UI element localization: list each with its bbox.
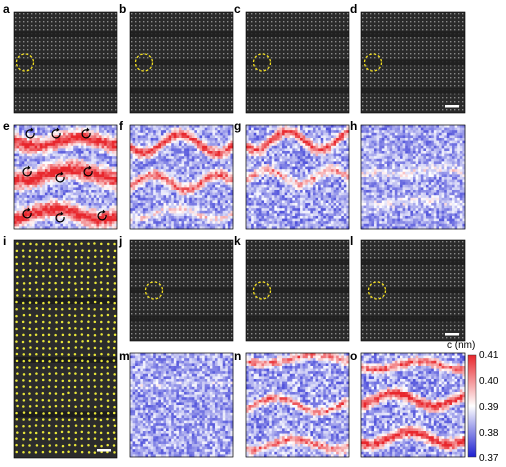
colorbar-tick-label: 0.37 xyxy=(479,453,499,464)
panel-letter-b: b xyxy=(119,2,126,16)
lattice-map-panel-n xyxy=(245,352,350,458)
panel-letter-h: h xyxy=(350,119,357,133)
stem-panel-d xyxy=(360,11,466,114)
panel-letters: a b c d e f g h i j k l m n o xyxy=(3,2,357,363)
panel-letter-j: j xyxy=(118,234,122,248)
panel-letter-a: a xyxy=(3,2,10,16)
panel-letter-o: o xyxy=(350,349,357,363)
lattice-map-panel-o xyxy=(360,352,466,458)
stem-panel-b xyxy=(129,11,234,114)
scale-bar xyxy=(445,333,459,336)
panel-letter-d: d xyxy=(350,2,357,16)
rotation-arrow-icon xyxy=(25,127,35,139)
panel-letter-m: m xyxy=(119,349,130,363)
panel-letter-l: l xyxy=(350,234,353,248)
colorbar-tick-label: 0.40 xyxy=(479,376,499,387)
panel-letter-c: c xyxy=(234,2,241,16)
colorbar-tick-label: 0.41 xyxy=(479,350,499,361)
panel-letter-e: e xyxy=(3,119,10,133)
rotation-arrow-icon xyxy=(97,209,107,221)
dashed-circle-marker xyxy=(367,281,387,300)
rotation-arrow-icon xyxy=(22,165,32,177)
rotation-arrow-icon xyxy=(51,127,61,139)
lattice-map-panel-m xyxy=(129,352,234,458)
dashed-circle-marker xyxy=(363,53,383,72)
rotation-arrow-icon xyxy=(22,207,32,219)
panel-letter-k: k xyxy=(234,234,241,248)
dashed-circle-marker xyxy=(15,53,35,72)
stem-panel-c xyxy=(245,11,350,114)
colorbar-tick-label: 0.38 xyxy=(479,428,499,439)
atom-overlay-panel-i xyxy=(13,239,118,459)
dashed-circle-marker xyxy=(252,281,272,300)
panel-letter-g: g xyxy=(234,119,241,133)
stem-panel-j xyxy=(129,239,234,342)
lattice-map-panel-f xyxy=(129,124,234,230)
dashed-circle-marker xyxy=(134,53,154,72)
rotation-arrow-icon xyxy=(55,171,65,183)
colorbar-tick-label: 0.39 xyxy=(479,402,499,413)
rotation-arrow-icon xyxy=(81,127,91,139)
lattice-map-panel-g xyxy=(245,124,350,230)
colorbar-title: c (nm) xyxy=(447,340,475,351)
panel-letter-n: n xyxy=(234,349,241,363)
colorbar-gradient xyxy=(467,354,477,458)
panel-letter-f: f xyxy=(119,119,124,133)
dashed-circle-marker xyxy=(144,281,164,300)
colorbar: c (nm) 0.41 0.40 0.39 0.38 0.37 xyxy=(447,340,499,464)
dashed-circle-marker xyxy=(252,53,272,72)
scale-bar xyxy=(445,105,459,108)
scale-bar xyxy=(97,449,111,452)
rotation-arrow-icon xyxy=(83,165,93,177)
lattice-map-panel-e xyxy=(13,124,118,230)
rotation-arrow-icon xyxy=(55,211,65,223)
lattice-map-panel-h xyxy=(360,124,466,230)
stem-panel-k xyxy=(245,239,350,342)
stem-panel-l xyxy=(360,239,466,342)
stem-panel-a xyxy=(13,11,118,114)
panel-letter-i: i xyxy=(3,234,6,248)
